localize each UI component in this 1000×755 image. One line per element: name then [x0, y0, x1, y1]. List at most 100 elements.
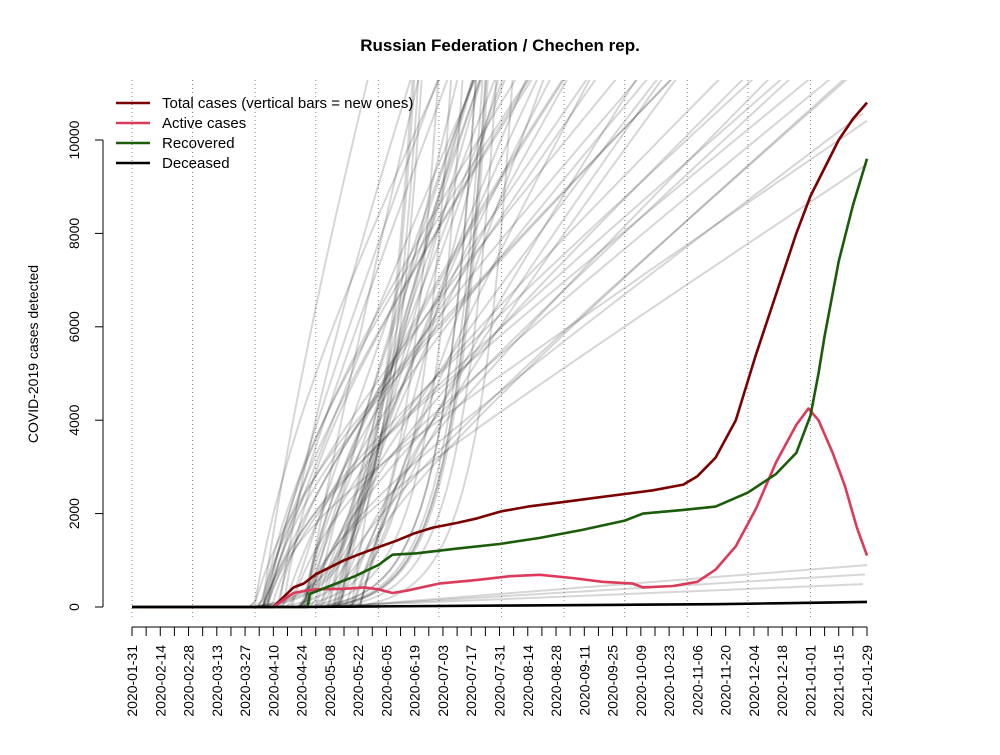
- x-tick-label: 2020-08-14: [520, 645, 536, 717]
- comparison-line: [313, 583, 864, 608]
- comparison-line: [303, 80, 551, 608]
- series-lines: [132, 101, 869, 609]
- legend-label: Active cases: [162, 115, 246, 132]
- comparison-line: [293, 80, 791, 608]
- comparison-line: [251, 80, 754, 608]
- x-tick-label: 2020-06-05: [378, 645, 394, 717]
- comparison-line: [340, 80, 637, 608]
- y-axis-label: COVID-2019 cases detected: [25, 265, 41, 443]
- comparison-line: [243, 80, 441, 608]
- comparison-line: [267, 80, 412, 608]
- x-axis: 2020-01-31 2020-02-14 2020-02-28 2020-03-13…: [124, 626, 875, 717]
- x-tick-label: 2021-01-01: [802, 645, 818, 717]
- y-axis: 0 2000 4000 6000 8000 10000: [66, 120, 104, 611]
- comparison-region-lines: [243, 80, 868, 608]
- series-line: [132, 600, 868, 609]
- x-tick-label: 2020-04-24: [294, 645, 310, 717]
- comparison-line: [325, 80, 568, 608]
- comparison-line: [291, 80, 504, 608]
- series-line: [132, 407, 869, 609]
- comparison-line: [279, 80, 831, 608]
- comparison-line: [317, 80, 459, 608]
- comparison-line: [293, 80, 564, 608]
- x-tick-label: 2021-01-15: [831, 645, 847, 717]
- legend-label: Recovered: [162, 135, 235, 152]
- comparison-line: [323, 573, 866, 608]
- x-tick-label: 2020-11-20: [718, 645, 734, 716]
- y-tick-label: 10000: [66, 120, 82, 159]
- x-tick-label: 2020-10-23: [661, 645, 677, 717]
- comparison-line: [267, 80, 440, 608]
- comparison-line: [325, 80, 845, 608]
- comparison-line: [243, 80, 416, 608]
- comparison-line: [325, 80, 770, 608]
- comparison-line: [309, 80, 744, 608]
- comparison-line: [305, 80, 477, 608]
- x-tick-label: 2020-06-19: [407, 645, 423, 717]
- comparison-line: [317, 80, 489, 608]
- comparison-line: [321, 80, 539, 608]
- comparison-line: [309, 80, 527, 608]
- x-tick-label: 2020-02-14: [152, 645, 168, 717]
- comparison-line: [247, 80, 420, 608]
- comparison-line: [293, 112, 864, 608]
- x-tick-label: 2020-12-04: [746, 645, 762, 717]
- comparison-line: [327, 80, 474, 608]
- x-tick-label: 2020-09-11: [576, 645, 592, 716]
- comparison-line: [342, 80, 514, 608]
- x-tick-label: 2020-08-28: [548, 645, 564, 717]
- legend-label: Deceased: [162, 155, 230, 172]
- comparison-line: [255, 80, 672, 608]
- comparison-line: [321, 80, 482, 608]
- y-tick-label: 2000: [66, 498, 82, 529]
- comparison-line: [291, 80, 464, 608]
- x-tick-label: 2020-12-18: [774, 645, 790, 717]
- comparison-line: [333, 80, 663, 608]
- x-tick-label: 2020-05-08: [322, 645, 338, 717]
- comparison-line: [273, 80, 597, 608]
- comparison-line: [315, 80, 487, 608]
- comparison-line: [291, 163, 868, 608]
- comparison-line: [251, 80, 476, 608]
- comparison-line: [295, 80, 482, 608]
- x-tick-label: 2020-07-17: [463, 645, 479, 717]
- chart-title: Russian Federation / Chechen rep.: [360, 36, 640, 55]
- x-tick-label: 2021-01-29: [859, 645, 875, 717]
- comparison-line: [348, 80, 677, 608]
- series-line: [132, 158, 869, 609]
- comparison-line: [325, 80, 498, 608]
- comparison-line: [297, 80, 658, 608]
- comparison-line: [255, 80, 517, 608]
- x-tick-label: 2020-03-13: [209, 645, 225, 717]
- legend-label: Total cases (vertical bars = new ones): [162, 95, 413, 112]
- comparison-line: [243, 80, 414, 608]
- comparison-line: [251, 80, 530, 608]
- comparison-line: [293, 80, 420, 608]
- x-tick-label: 2020-10-09: [633, 645, 649, 717]
- comparison-line: [251, 80, 588, 608]
- y-tick-label: 6000: [66, 311, 82, 342]
- comparison-line: [315, 80, 487, 608]
- x-tick-label: 2020-07-31: [492, 645, 508, 717]
- x-tick-label: 2020-09-25: [605, 645, 621, 717]
- comparison-line: [348, 80, 500, 608]
- comparison-line: [311, 80, 484, 608]
- comparison-line: [333, 564, 868, 608]
- y-tick-label: 0: [66, 603, 82, 611]
- comparison-line: [293, 80, 720, 608]
- x-tick-label: 2020-03-27: [237, 645, 253, 717]
- comparison-line: [251, 80, 529, 608]
- x-tick-label: 2020-04-10: [265, 645, 281, 717]
- comparison-line: [255, 119, 868, 608]
- comparison-line: [329, 80, 496, 608]
- comparison-line: [251, 80, 423, 608]
- comparison-line: [249, 80, 617, 608]
- x-tick-label: 2020-07-03: [435, 645, 451, 717]
- series-line: [132, 101, 868, 609]
- legend: Total cases (vertical bars = new ones) Ac…: [116, 95, 413, 172]
- comparison-line: [271, 80, 533, 608]
- comparison-line: [265, 80, 639, 608]
- comparison-line: [315, 80, 481, 608]
